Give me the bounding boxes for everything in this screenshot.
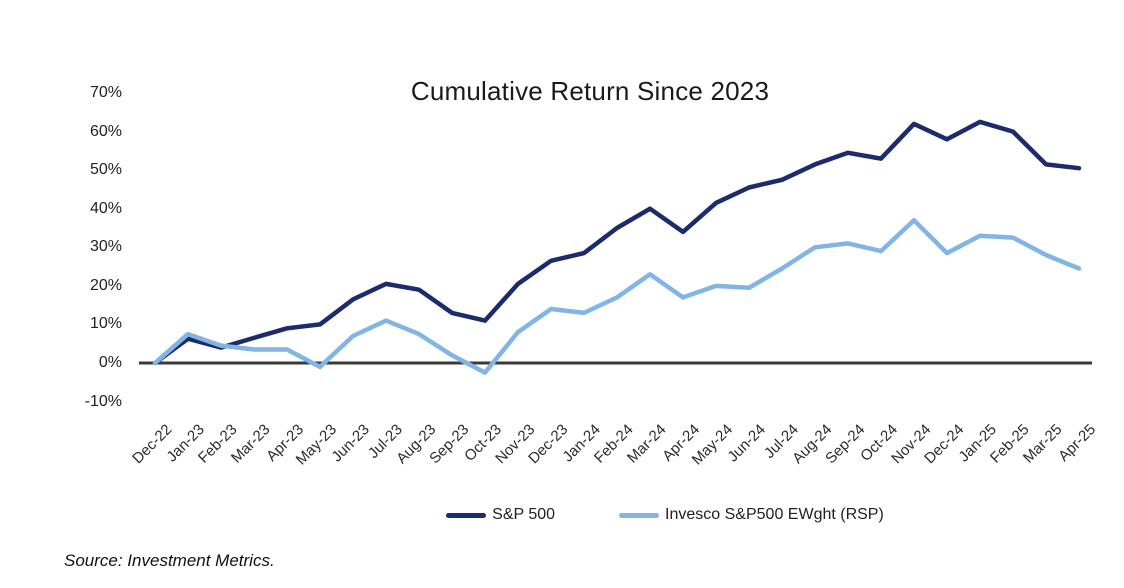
y-axis-tick-label: 70%: [89, 84, 122, 101]
y-axis-tick-label: 0%: [98, 354, 122, 371]
y-axis-tick-label: 10%: [89, 315, 122, 333]
legend-label-rsp: Invesco S&P500 EWght (RSP): [665, 506, 884, 523]
y-axis-tick-label: 40%: [89, 199, 122, 217]
legend-item-sp500: S&P 500: [446, 506, 555, 524]
rsp-line-swatch: [619, 512, 660, 518]
legend: S&P 500 Invesco S&P500 EWght (RSP): [190, 506, 1124, 524]
chart-title: Cumulative Return Since 2023: [410, 76, 770, 106]
y-axis-tick-label: 20%: [89, 276, 122, 294]
y-axis-tick-label: 30%: [89, 238, 122, 256]
legend-label-sp500: S&P 500: [492, 506, 556, 523]
y-axis-tick-label: 60%: [89, 122, 122, 140]
rsp-line: [152, 218, 1082, 375]
source-note: Source: Investment Metrics.: [64, 551, 275, 570]
y-axis-tick-label: 50%: [89, 161, 122, 179]
legend-item-rsp: Invesco S&P500 EWght (RSP): [619, 506, 884, 524]
sp500-line: [152, 119, 1082, 366]
sp500-line-swatch: [446, 512, 487, 518]
y-axis-tick-label: -10%: [84, 392, 122, 410]
